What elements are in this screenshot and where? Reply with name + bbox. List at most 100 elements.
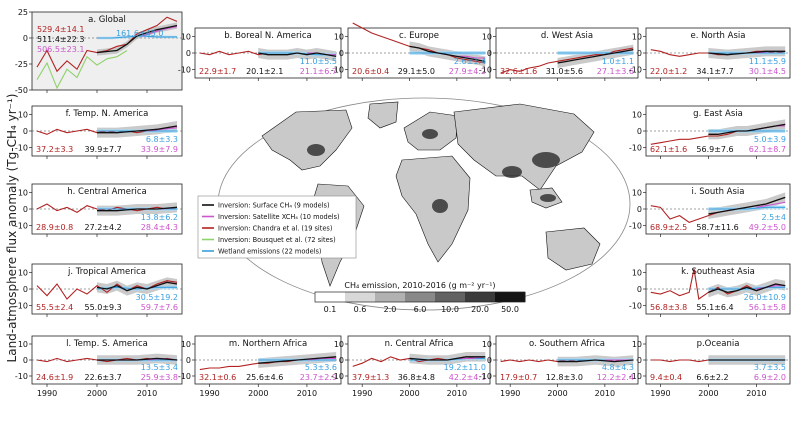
y-tick-label: 0	[23, 356, 28, 365]
y-tick-label: 0	[637, 127, 642, 136]
panel-europe: -10 0 10 c. Europe 20.6±0.4 29.1±5.0 27.9±4.22…	[331, 22, 491, 81]
y-tick-label: 10	[482, 340, 492, 349]
stat-surface: 29.1±5.0	[398, 67, 435, 76]
wetland-uncertainty-band	[258, 51, 337, 57]
stat-surface: 511.4±22.3	[37, 35, 84, 44]
series-surface	[557, 359, 634, 363]
series-surface	[97, 206, 178, 212]
y-tick-label: 10	[334, 340, 344, 349]
stat-wetland: 4.8±4.3	[602, 363, 634, 372]
x-tick-label: 2000	[399, 389, 419, 398]
x-tick-label: 1990	[352, 389, 372, 398]
stat-satellite: 27.9±4.2	[449, 67, 486, 76]
x-tick-label: 2000	[547, 389, 567, 398]
stat-wetland: 26.0±10.9	[744, 293, 786, 302]
colorbar-segment	[465, 292, 496, 302]
panel-title: p.Oceania	[697, 339, 740, 349]
panel-title: f. Temp. N. America	[66, 109, 149, 119]
wetland-uncertainty-band	[97, 285, 177, 291]
y-tick-label: -10	[629, 144, 642, 153]
stat-satellite: 33.9±7.9	[141, 145, 178, 154]
colorbar-segment	[495, 292, 526, 302]
stat-satellite: 42.2±4.1	[449, 373, 486, 382]
y-tick-label: -10	[331, 372, 344, 381]
stat-chandra: 32.6±1.6	[500, 67, 537, 76]
y-tick-label: 10	[181, 340, 191, 349]
panel-title: g. East Asia	[693, 109, 743, 119]
stat-satellite: 25.9±3.8	[141, 373, 178, 382]
y-tick-label: 10	[18, 110, 28, 119]
y-tick-label: 0	[23, 127, 28, 136]
stat-satellite: 27.1±3.6	[597, 67, 634, 76]
y-tick-label: 10	[18, 188, 28, 197]
y-tick-label: 0	[487, 356, 492, 365]
panel-title: d. West Asia	[541, 31, 593, 41]
stat-chandra: 68.9±2.5	[650, 223, 687, 232]
panel-title: h. Central America	[67, 187, 147, 197]
x-tick-label: 1990	[500, 389, 520, 398]
legend-label-chandra: Inversion: Chandra et al. (19 sites)	[218, 225, 332, 233]
y-tick-label: -10	[15, 372, 28, 381]
y-tick-label: 10	[482, 32, 492, 41]
panel-southeastasia: -10 0 10 k. Southeast Asia 56.8±3.8 55.1±6.4 5…	[629, 263, 791, 317]
stat-chandra: 22.9±1.7	[199, 67, 236, 76]
series-surface	[409, 45, 486, 62]
stat-satellite: 6.9±2.0	[754, 373, 786, 382]
y-tick-label: 10	[632, 110, 642, 119]
legend-frame	[197, 195, 357, 259]
y-tick-label: 10	[18, 268, 28, 277]
colorbar-tick-label: 50.0	[501, 305, 519, 314]
panel-boreal: -10 0 10 b. Boreal N. America 22.9±1.7 20.1±2…	[178, 27, 342, 81]
stat-wetland: 3.7±3.5	[754, 363, 786, 372]
series-surface	[708, 196, 786, 215]
colorbar-tick-label: 10.0	[441, 305, 459, 314]
panel-southasia: -10 0 10 i. South Asia 68.9±2.5 58.7±11.6 49.2…	[629, 183, 791, 237]
y-tick-label: 0	[339, 49, 344, 58]
stat-wetland: 161.6±45.0	[116, 29, 163, 38]
figure-y-axis-label: Land-atmosphere flux anomaly (Tg-CH₄ yr⁻…	[5, 94, 19, 363]
stat-surface: 55.0±9.3	[85, 303, 122, 312]
series-chandra	[36, 16, 178, 73]
stat-surface: 34.1±7.7	[696, 67, 733, 76]
y-tick-label: 10	[334, 32, 344, 41]
stat-surface: 39.9±7.7	[85, 145, 122, 154]
panel-northasia: -10 0 10 e. North Asia 22.0±1.2 34.1±7.7 30.1±…	[629, 27, 791, 81]
stat-chandra: 9.4±0.4	[650, 373, 682, 382]
stat-chandra: 28.9±0.8	[36, 223, 73, 232]
series-surface	[258, 356, 337, 364]
panel-tropicalamerica: -10 0 10 j. Tropical America 55.5±2.4 55.0±9.…	[15, 263, 183, 317]
stat-satellite: 30.1±4.5	[749, 67, 786, 76]
stat-surface: 31.0±5.6	[546, 67, 583, 76]
colorbar-segment	[435, 292, 466, 302]
world-map	[217, 97, 631, 311]
stat-wetland: 30.5±19.2	[136, 293, 178, 302]
colorbar-frame	[314, 291, 526, 303]
x-tick-label: 2000	[87, 389, 107, 398]
map-greenland	[367, 101, 399, 129]
panel-centralamerica: -10 0 10 h. Central America 28.9±0.8 27.2±4.2…	[15, 183, 183, 237]
series-surface	[409, 356, 486, 361]
panel-title: i. South Asia	[692, 187, 745, 197]
stat-wetland: 13.5±3.4	[141, 363, 178, 372]
x-tick-label: 2010	[447, 389, 467, 398]
stat-surface: 22.6±3.7	[85, 373, 122, 382]
y-tick-label: -10	[15, 144, 28, 153]
hotspot-south-asia	[502, 166, 522, 178]
panel-title: a. Global	[88, 15, 126, 25]
x-tick-label: 2010	[746, 389, 766, 398]
panel-title: b. Boreal N. America	[224, 31, 311, 41]
y-tick-label: 0	[186, 356, 191, 365]
y-tick-label: 0	[487, 49, 492, 58]
series-chandra	[36, 280, 178, 300]
hotspot-indonesia	[540, 194, 556, 202]
stat-wetland: 2.5±4	[761, 213, 786, 222]
series-surface	[708, 283, 786, 294]
y-tick-label: 0	[637, 285, 642, 294]
stat-satellite: 49.2±5.0	[749, 223, 786, 232]
series-surface	[708, 123, 786, 135]
stat-satellite: 21.1±6.7	[300, 67, 337, 76]
stat-chandra: 32.1±0.6	[199, 373, 236, 382]
y-tick-label: 0	[637, 205, 642, 214]
hotspot-europe	[422, 129, 438, 139]
